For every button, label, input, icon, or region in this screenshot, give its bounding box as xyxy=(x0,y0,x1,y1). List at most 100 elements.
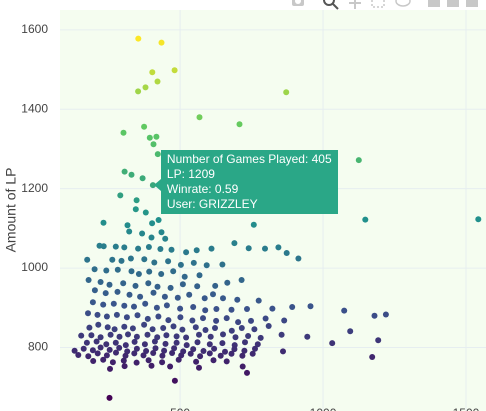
data-point[interactable] xyxy=(190,259,197,266)
data-point[interactable] xyxy=(193,358,200,365)
data-point[interactable] xyxy=(475,216,482,223)
data-point[interactable] xyxy=(220,295,226,302)
data-point[interactable] xyxy=(128,171,135,178)
data-point[interactable] xyxy=(307,303,314,310)
data-point[interactable] xyxy=(280,348,286,355)
data-point[interactable] xyxy=(255,297,262,304)
data-point[interactable] xyxy=(144,331,151,338)
data-point[interactable] xyxy=(162,340,169,347)
data-point[interactable] xyxy=(91,266,98,273)
data-point[interactable] xyxy=(141,341,148,348)
data-point[interactable] xyxy=(86,324,93,331)
data-point[interactable] xyxy=(183,342,190,349)
data-point[interactable] xyxy=(262,245,268,252)
data-point[interactable] xyxy=(146,134,153,141)
data-point[interactable] xyxy=(158,39,165,46)
data-point[interactable] xyxy=(278,331,285,338)
data-point[interactable] xyxy=(89,347,96,354)
data-point[interactable] xyxy=(194,283,201,290)
data-point[interactable] xyxy=(158,271,165,277)
data-point[interactable] xyxy=(251,326,258,333)
data-point[interactable] xyxy=(88,332,95,339)
data-point[interactable] xyxy=(177,261,184,268)
data-point[interactable] xyxy=(244,369,250,376)
data-point[interactable] xyxy=(95,321,102,328)
data-point[interactable] xyxy=(369,354,376,360)
data-point[interactable] xyxy=(126,228,133,235)
box-select-icon[interactable] xyxy=(371,0,385,8)
data-point[interactable] xyxy=(137,293,144,300)
data-point[interactable] xyxy=(206,350,213,357)
data-point[interactable] xyxy=(85,277,92,283)
data-point[interactable] xyxy=(295,255,302,262)
data-point[interactable] xyxy=(139,175,146,182)
data-point[interactable] xyxy=(202,307,209,314)
data-point[interactable] xyxy=(141,123,148,130)
data-point[interactable] xyxy=(133,359,140,366)
data-point[interactable] xyxy=(126,291,133,298)
data-point[interactable] xyxy=(107,365,113,372)
data-point[interactable] xyxy=(89,299,96,306)
data-point[interactable] xyxy=(257,334,264,341)
data-point[interactable] xyxy=(100,243,107,250)
data-point[interactable] xyxy=(117,192,124,199)
data-point[interactable] xyxy=(120,129,127,136)
data-point[interactable] xyxy=(106,346,113,353)
data-point[interactable] xyxy=(124,222,131,229)
data-point[interactable] xyxy=(238,277,245,283)
data-point[interactable] xyxy=(132,282,139,289)
data-point[interactable] xyxy=(154,283,161,290)
data-point[interactable] xyxy=(78,332,85,339)
data-point[interactable] xyxy=(171,377,178,384)
data-point[interactable] xyxy=(123,314,130,321)
data-point[interactable] xyxy=(141,321,148,328)
data-point[interactable] xyxy=(122,352,129,359)
data-point[interactable] xyxy=(371,312,378,319)
data-point[interactable] xyxy=(190,346,197,353)
data-point[interactable] xyxy=(196,114,203,121)
zoom-in-icon[interactable] xyxy=(428,0,440,7)
data-point[interactable] xyxy=(183,249,190,256)
data-point[interactable] xyxy=(190,304,197,310)
data-point[interactable] xyxy=(112,243,119,250)
data-point[interactable] xyxy=(122,342,129,349)
data-point[interactable] xyxy=(196,364,202,371)
data-point[interactable] xyxy=(231,346,238,353)
data-point[interactable] xyxy=(85,310,91,317)
data-point[interactable] xyxy=(196,331,202,338)
data-point[interactable] xyxy=(110,300,117,307)
data-point[interactable] xyxy=(170,323,177,330)
data-point[interactable] xyxy=(178,352,185,359)
data-point[interactable] xyxy=(224,279,231,286)
data-point[interactable] xyxy=(135,35,142,42)
data-point[interactable] xyxy=(133,197,140,204)
data-point[interactable] xyxy=(244,306,250,312)
data-point[interactable] xyxy=(262,315,269,322)
data-point[interactable] xyxy=(93,338,100,345)
data-point[interactable] xyxy=(109,256,116,263)
data-point[interactable] xyxy=(150,141,157,148)
data-point[interactable] xyxy=(179,281,186,288)
data-point[interactable] xyxy=(142,300,149,307)
data-point[interactable] xyxy=(139,230,146,237)
data-point[interactable] xyxy=(174,294,181,301)
data-point[interactable] xyxy=(103,352,110,359)
data-point[interactable] xyxy=(143,348,150,354)
data-point[interactable] xyxy=(362,216,369,223)
data-point[interactable] xyxy=(213,306,220,312)
data-point[interactable] xyxy=(187,350,194,357)
data-point[interactable] xyxy=(112,339,119,346)
pan-icon[interactable] xyxy=(349,0,361,9)
data-point[interactable] xyxy=(131,350,138,357)
data-point[interactable] xyxy=(142,209,149,216)
data-point[interactable] xyxy=(223,315,230,322)
data-point[interactable] xyxy=(281,317,288,324)
data-point[interactable] xyxy=(100,219,107,226)
data-point[interactable] xyxy=(148,234,155,241)
data-point[interactable] xyxy=(245,333,252,339)
data-point[interactable] xyxy=(207,333,214,340)
data-point[interactable] xyxy=(121,302,128,309)
data-point[interactable] xyxy=(203,262,210,269)
data-point[interactable] xyxy=(151,338,158,345)
data-point[interactable] xyxy=(159,359,166,366)
